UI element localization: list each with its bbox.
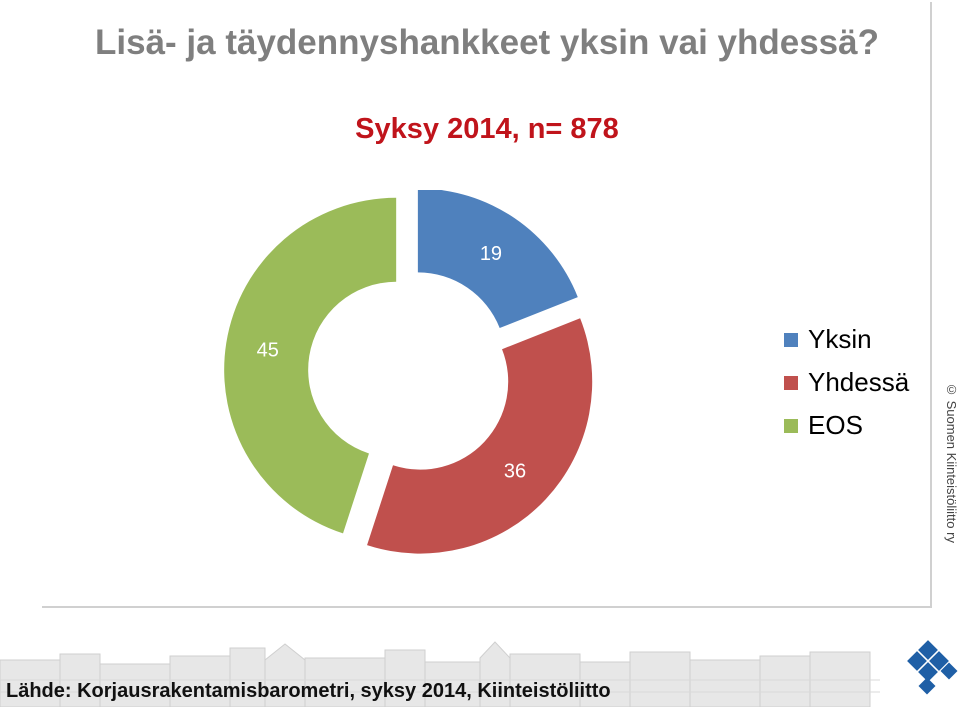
legend-label-yksin: Yksin (808, 324, 872, 354)
chart-frame (42, 2, 932, 608)
data-label-yksin: 19 (480, 243, 502, 265)
donut-chart: 19 36 45 (224, 190, 593, 554)
legend-swatch-yksin (784, 332, 798, 347)
data-label-yhdessa: 36 (504, 461, 526, 483)
legend-label-eos: EOS (808, 410, 863, 440)
donut-slice-yhdessa (367, 318, 593, 554)
legend-label-yhdessa: Yhdessä (808, 367, 910, 397)
footer-skyline (0, 640, 958, 707)
donut-slice-eos (224, 197, 397, 534)
legend-swatch-eos (784, 418, 798, 433)
legend: Yksin Yhdessä EOS (784, 318, 909, 447)
copyright-text: © Suomen Kiinteistöliitto ry (944, 382, 959, 543)
building-silhouettes-icon (0, 641, 871, 707)
chart-title: Lisä- ja täydennyshankkeet yksin vai yhd… (95, 23, 879, 62)
legend-swatch-yhdessa (784, 375, 798, 390)
chart-subtitle: Syksy 2014, n= 878 (355, 113, 619, 145)
legend-item-yhdessa: Yhdessä (784, 361, 909, 404)
donut-slice-yksin (417, 190, 578, 329)
source-text: Lähde: Korjausrakentamisbarometri, syksy… (6, 680, 611, 702)
legend-item-yksin: Yksin (784, 318, 909, 361)
legend-item-eos: EOS (784, 404, 909, 447)
data-label-eos: 45 (257, 339, 279, 361)
diamond-tiles-logo-icon (907, 640, 958, 695)
